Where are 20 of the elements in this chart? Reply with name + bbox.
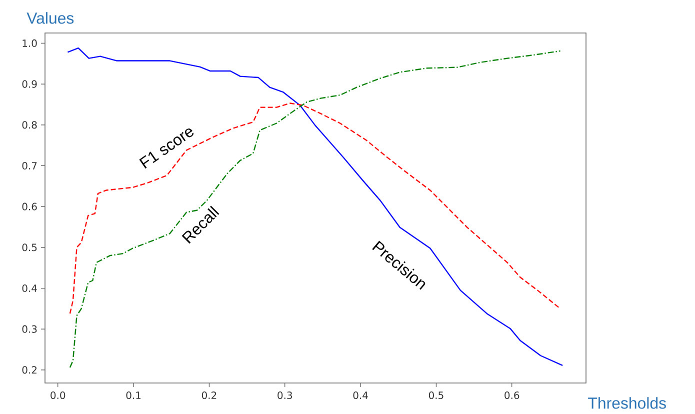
y-tick-label: 0.9 (22, 80, 37, 88)
x-tick-label: 0.2 (202, 392, 216, 400)
x-tick-label: 0.6 (504, 392, 520, 400)
y-tick-label: 0.7 (22, 162, 37, 170)
annotation: F1 score (139, 128, 194, 169)
y-tick-label: 0.2 (22, 366, 36, 374)
x-tick-label: 0.4 (353, 392, 368, 400)
x-tick-label: 0.5 (428, 392, 444, 400)
y-tick-label: 1.0 (22, 39, 37, 47)
line-series (69, 102, 561, 314)
y-tick-label: 0.4 (22, 284, 37, 292)
x-tick-label: 0.3 (278, 392, 292, 400)
x-axis-title: Thresholds (588, 397, 666, 409)
y-tick-label: 0.3 (22, 325, 37, 333)
y-axis-title: Values (26, 12, 74, 24)
y-tick-label: 0.5 (22, 244, 37, 252)
x-tick-label: 0.0 (50, 392, 66, 400)
y-tick-label: 0.8 (22, 121, 37, 129)
y-tick-label: 0.6 (22, 202, 37, 210)
x-tick-label: 0.1 (126, 392, 141, 400)
